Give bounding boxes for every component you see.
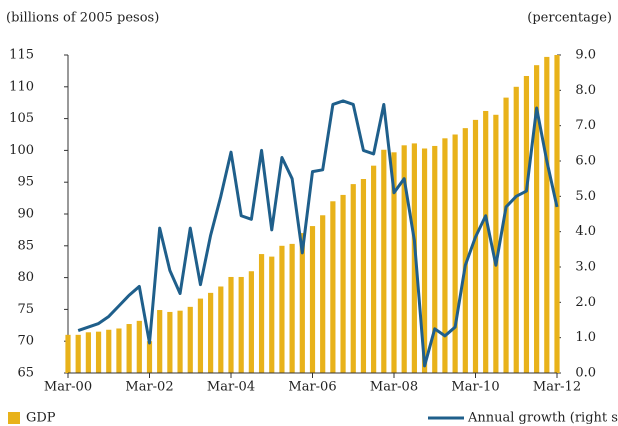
y-tick-label: 115 <box>9 48 34 63</box>
bar <box>238 276 244 373</box>
bar <box>269 256 275 373</box>
bar <box>483 110 489 373</box>
y2-tick-label: 8.0 <box>575 83 596 98</box>
bar <box>228 276 234 373</box>
bar <box>544 56 550 374</box>
bar <box>360 179 367 373</box>
y-tick-label: 70 <box>17 334 34 349</box>
x-tick-label: Mar-08 <box>370 380 418 395</box>
bar <box>350 184 356 373</box>
y2-tick-label: 5.0 <box>575 189 596 204</box>
bar <box>157 310 163 373</box>
bar <box>218 286 224 373</box>
y2-tick-label: 2.0 <box>575 295 596 310</box>
bar <box>503 97 509 373</box>
x-tick-label: Mar-10 <box>451 380 499 395</box>
bar <box>513 86 519 374</box>
y-tick-label: 95 <box>17 175 34 190</box>
bar <box>248 271 254 373</box>
bar <box>136 320 142 373</box>
y-tick-label: 75 <box>17 302 34 317</box>
bar <box>472 119 479 373</box>
bar <box>197 298 204 373</box>
bar <box>432 145 438 373</box>
bar <box>85 332 91 373</box>
y2-tick-label: 3.0 <box>575 260 596 275</box>
bar <box>523 75 530 373</box>
bar <box>208 292 214 373</box>
bar <box>126 324 132 373</box>
x-tick-label: Mar-00 <box>44 380 92 395</box>
y2-tick-label: 0.0 <box>575 366 596 381</box>
bar <box>442 138 448 373</box>
y-tick-label: 110 <box>9 79 34 94</box>
bar <box>106 329 112 373</box>
bar <box>462 128 468 373</box>
bar <box>258 254 265 373</box>
y2-tick-label: 7.0 <box>575 118 596 133</box>
x-tick-label: Mar-12 <box>533 380 581 395</box>
bar <box>116 328 122 373</box>
bar <box>75 334 81 373</box>
legend-label: GDP <box>26 411 56 426</box>
y-tick-label: 85 <box>17 238 34 253</box>
y2-tick-label: 1.0 <box>575 330 596 345</box>
bar <box>330 201 336 373</box>
bar <box>65 334 71 373</box>
y-tick-label: 105 <box>9 111 34 126</box>
bar <box>289 243 295 373</box>
bar <box>299 233 305 373</box>
y2-axis-title: (percentage) <box>527 11 612 26</box>
y2-tick-label: 4.0 <box>575 224 596 239</box>
legend-label: Annual growth (right scale) <box>467 411 618 426</box>
bar <box>146 341 153 373</box>
bar <box>167 311 173 373</box>
bar <box>95 331 102 373</box>
x-tick-label: Mar-02 <box>125 380 173 395</box>
bar <box>340 194 346 373</box>
bar <box>177 310 183 373</box>
y-tick-label: 100 <box>9 143 34 158</box>
bar <box>452 134 458 373</box>
y-tick-label: 65 <box>17 366 34 381</box>
bar <box>381 149 387 373</box>
bar <box>371 165 377 373</box>
bar <box>534 65 540 374</box>
bar <box>320 215 326 373</box>
y2-tick-label: 6.0 <box>575 154 596 169</box>
x-tick-label: Mar-04 <box>207 380 255 395</box>
bar <box>279 245 285 373</box>
line-series <box>77 99 559 368</box>
bar <box>493 114 499 373</box>
y-tick-label: 80 <box>17 270 34 285</box>
x-tick-label: Mar-06 <box>288 380 336 395</box>
bar <box>391 152 397 373</box>
y2-tick-label: 9.0 <box>575 48 596 63</box>
bar <box>309 226 316 373</box>
bar <box>421 148 428 373</box>
bar <box>401 145 407 373</box>
bar <box>554 55 560 373</box>
bar <box>187 306 193 373</box>
legend-swatch <box>8 412 20 424</box>
y-axis-title: (billions of 2005 pesos) <box>6 11 159 26</box>
y-tick-label: 90 <box>17 207 34 222</box>
